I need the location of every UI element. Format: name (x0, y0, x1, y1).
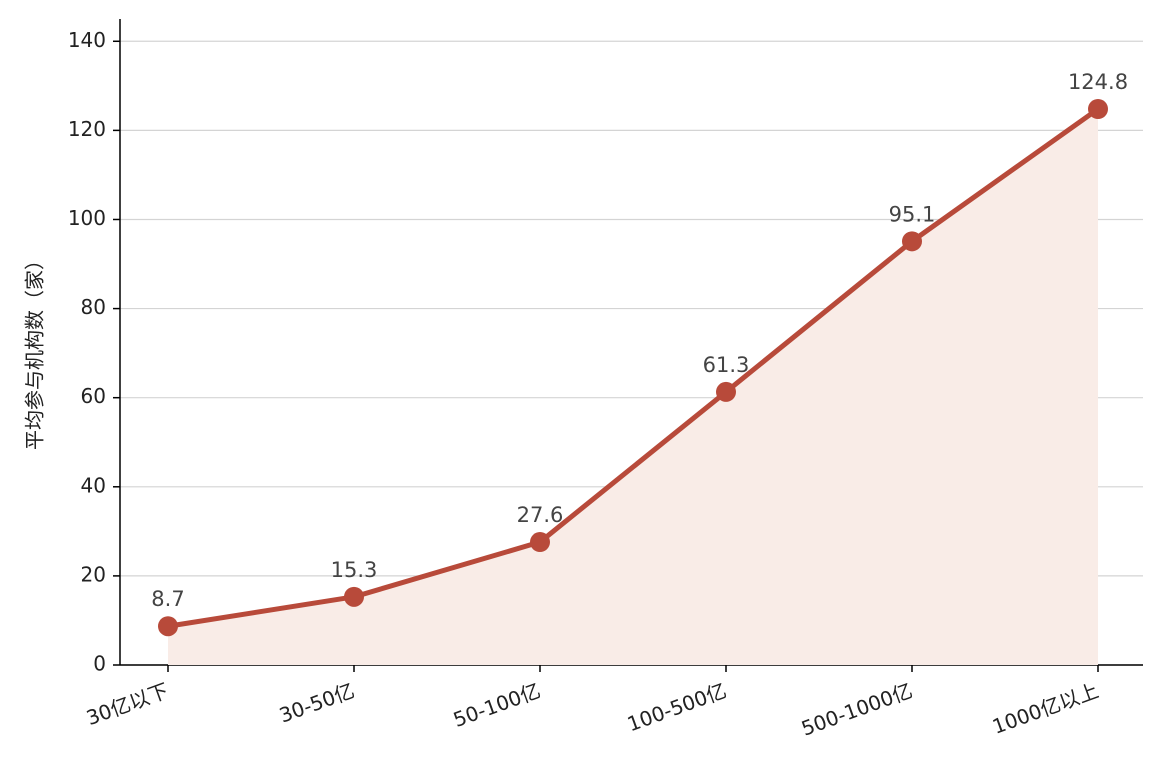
x-tick-label: 50-100亿 (450, 678, 544, 732)
x-tick-label: 30-50亿 (276, 678, 358, 727)
x-tick-label: 500-1000亿 (798, 678, 915, 740)
value-label: 8.7 (151, 587, 184, 611)
y-tick-label: 120 (68, 117, 106, 141)
point (344, 586, 364, 607)
value-label: 27.6 (517, 503, 564, 527)
value-label: 15.3 (331, 558, 378, 582)
x-tick-label: 30亿以下 (83, 678, 172, 730)
value-label: 124.8 (1068, 70, 1128, 94)
y-tick-label: 60 (81, 384, 106, 408)
y-tick-label: 40 (81, 473, 106, 497)
x-tick-label: 1000亿以上 (989, 678, 1101, 738)
point (530, 532, 550, 553)
point (1088, 98, 1108, 119)
value-label: 95.1 (889, 202, 936, 226)
area (168, 108, 1098, 665)
value-label: 61.3 (703, 353, 750, 377)
y-tick-label: 0 (93, 652, 106, 676)
y-tick-label: 140 (68, 28, 106, 52)
point (716, 381, 736, 402)
point (902, 231, 922, 252)
x-tick-label: 100-500亿 (624, 678, 730, 736)
y-tick-label: 80 (81, 295, 106, 319)
y-tick-label: 100 (68, 206, 106, 230)
point (158, 616, 178, 637)
y-axis-label: 平均参与机构数（家） (23, 250, 47, 450)
y-tick-label: 20 (81, 562, 106, 586)
line (167, 106, 1100, 629)
